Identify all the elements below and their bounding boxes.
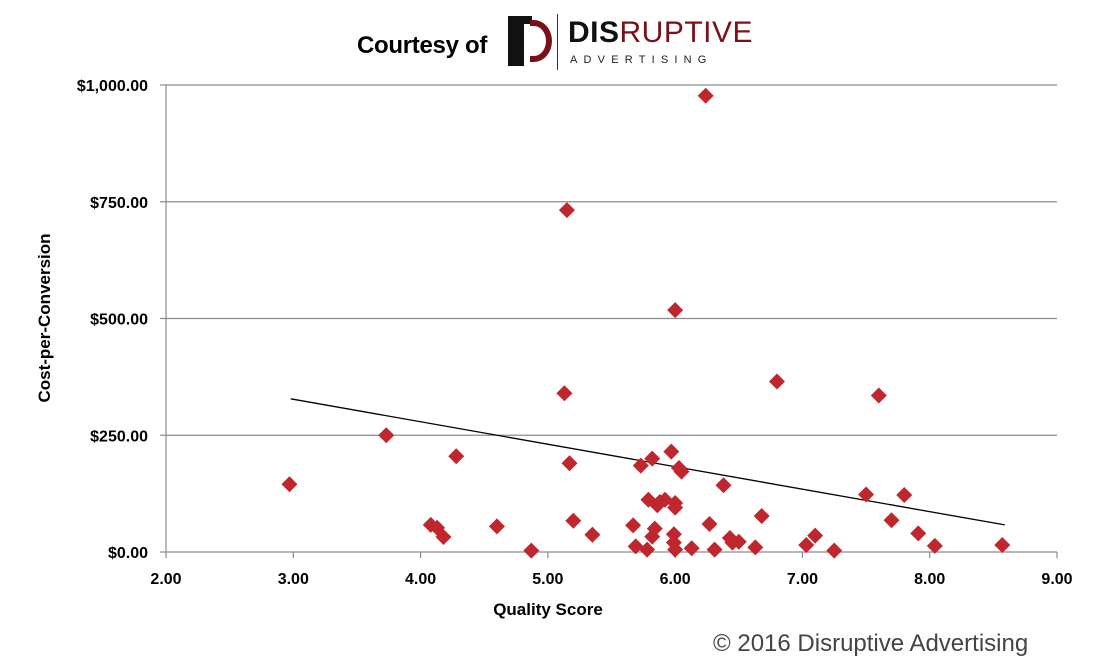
data-point-7 (523, 542, 540, 559)
data-point-50 (896, 487, 913, 504)
data-point-32 (673, 463, 690, 480)
data-point-47 (858, 486, 875, 503)
x-tick-label-6: 8.00 (914, 571, 945, 588)
data-point-11 (565, 512, 582, 529)
x-tick-label-3: 5.00 (532, 571, 563, 588)
gridlines (166, 84, 1057, 436)
data-point-6 (488, 518, 505, 535)
data-point-1 (378, 427, 395, 444)
x-tick-label-5: 7.00 (787, 571, 818, 588)
data-point-8 (556, 385, 573, 402)
x-tick-label-7: 9.00 (1041, 571, 1072, 588)
data-point-14 (627, 538, 644, 555)
data-point-0 (281, 476, 298, 493)
data-point-10 (561, 455, 578, 472)
data-point-28 (667, 494, 684, 511)
header: Courtesy of DISRUPTIVE ADVERTISING (0, 10, 1100, 70)
data-point-18 (644, 450, 661, 467)
data-point-43 (768, 373, 785, 390)
logo-word-rest: RUPTIVE (619, 16, 754, 49)
data-point-5 (448, 448, 465, 465)
data-point-29 (667, 541, 684, 558)
disruptive-d-logo-icon (508, 16, 552, 71)
x-axis-title: Quality Score (493, 600, 603, 619)
data-point-13 (625, 517, 642, 534)
data-point-33 (683, 540, 700, 557)
x-tick-label-4: 6.00 (660, 571, 691, 588)
y-tick-label-2: $500.00 (90, 312, 148, 329)
data-point-35 (701, 515, 718, 532)
data-point-49 (883, 512, 900, 529)
logo-subtitle: ADVERTISING (570, 54, 713, 66)
y-axis-title: Cost-per-Conversion (35, 233, 54, 402)
data-point-20 (646, 520, 663, 537)
data-point-40 (730, 533, 747, 550)
data-point-9 (558, 202, 575, 219)
y-tick-label-3: $750.00 (90, 195, 148, 212)
data-point-45 (807, 527, 824, 544)
x-tick-label-1: 3.00 (278, 571, 309, 588)
data-point-42 (753, 508, 770, 525)
data-point-37 (715, 477, 732, 494)
data-point-12 (584, 526, 601, 543)
data-point-44 (798, 536, 815, 553)
data-point-24 (663, 443, 680, 460)
data-point-36 (706, 541, 723, 558)
data-point-53 (994, 536, 1011, 553)
data-point-34 (697, 87, 714, 104)
data-point-30 (667, 302, 684, 319)
x-tick-label-2: 4.00 (405, 571, 436, 588)
x-tick-labels: 2.00 3.00 4.00 5.00 6.00 7.00 8.00 9.00 (150, 571, 1072, 588)
data-point-48 (870, 387, 887, 404)
courtesy-label: Courtesy of (357, 32, 488, 59)
data-point-52 (926, 537, 943, 554)
copyright-text: © 2016 Disruptive Advertising (713, 630, 1029, 657)
y-tick-label-4: $1,000.00 (77, 78, 148, 95)
data-point-46 (826, 542, 843, 559)
data-point-15 (632, 457, 649, 474)
x-tick-label-0: 2.00 (150, 571, 181, 588)
y-tick-label-0: $0.00 (108, 545, 148, 562)
data-point-4 (435, 529, 452, 546)
data-point-16 (639, 541, 656, 558)
y-tick-labels: $0.00 $250.00 $500.00 $750.00 $1,000.00 (77, 78, 148, 562)
logo-divider (557, 14, 558, 70)
data-point-51 (910, 525, 927, 542)
data-point-41 (747, 539, 764, 556)
data-point-25 (665, 526, 682, 543)
data-points (281, 87, 1011, 559)
logo-wordmark: DISRUPTIVE (568, 18, 753, 48)
y-tick-label-1: $250.00 (90, 428, 148, 445)
logo-word-bold: DIS (568, 16, 620, 49)
